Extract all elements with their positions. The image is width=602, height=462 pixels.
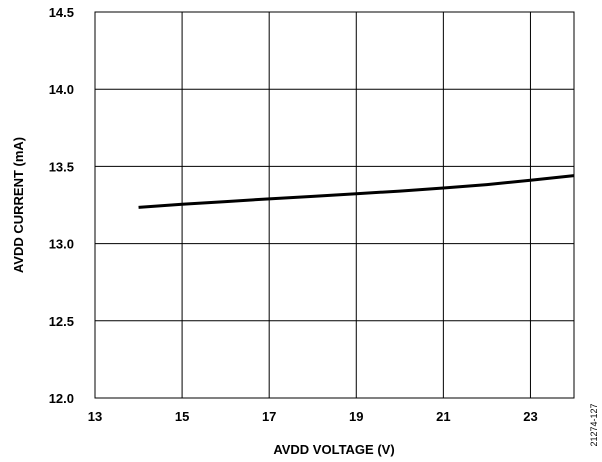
plot-frame: [94, 11, 575, 399]
x-axis-title: AVDD VOLTAGE (V): [273, 442, 394, 457]
y-tick-label: 13.5: [49, 159, 74, 174]
figure-id: 21274-127: [589, 403, 599, 446]
y-tick-label: 13.0: [49, 237, 74, 252]
y-tick-label: 12.5: [49, 314, 74, 329]
x-tick-label: 13: [88, 409, 102, 424]
series-group: [138, 174, 575, 209]
y-tick-label: 14.5: [49, 5, 74, 20]
y-tick-label: 12.0: [49, 391, 74, 406]
y-tick-label: 14.0: [49, 82, 74, 97]
x-tick-label: 17: [262, 409, 276, 424]
x-tick-label: 21: [436, 409, 450, 424]
y-tick-labels: 12.0 12.5 13.0 13.5 14.0 14.5: [49, 5, 74, 406]
series-line: [138, 174, 575, 209]
x-tick-label: 23: [523, 409, 537, 424]
x-tick-label: 19: [349, 409, 363, 424]
x-tick-labels: 13 15 17 19 21 23: [88, 409, 538, 424]
x-tick-label: 15: [175, 409, 189, 424]
y-axis-title: AVDD CURRENT (mA): [11, 137, 26, 273]
grid-lines: [95, 12, 574, 398]
